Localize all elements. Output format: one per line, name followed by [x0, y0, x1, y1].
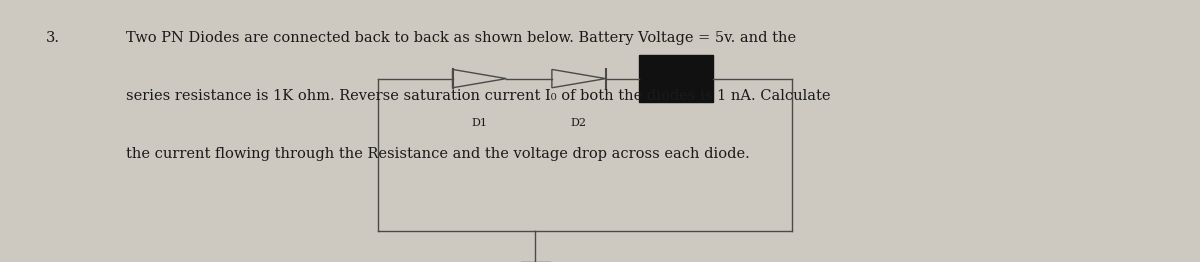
- Text: the current flowing through the Resistance and the voltage drop across each diod: the current flowing through the Resistan…: [126, 147, 750, 161]
- Text: 3.: 3.: [46, 31, 60, 45]
- Text: D1: D1: [472, 118, 487, 128]
- Text: D2: D2: [571, 118, 587, 128]
- Bar: [638, 55, 713, 102]
- Text: Two PN Diodes are connected back to back as shown below. Battery Voltage = 5v. a: Two PN Diodes are connected back to back…: [126, 31, 796, 45]
- Text: series resistance is 1K ohm. Reverse saturation current I₀ of both the diodes is: series resistance is 1K ohm. Reverse sat…: [126, 89, 830, 103]
